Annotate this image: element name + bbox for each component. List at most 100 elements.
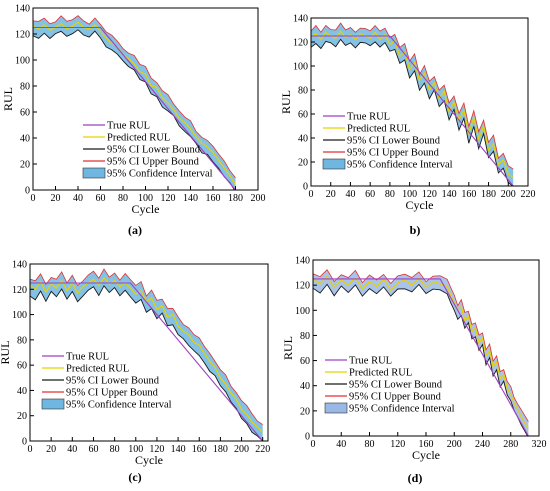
- x-tick-label: 80: [385, 189, 395, 200]
- x-tick-label: 180: [213, 444, 228, 455]
- legend-label: 95% CI Upper Bound: [107, 157, 200, 168]
- x-tick-label: 100: [402, 189, 417, 200]
- x-tick-label: 80: [118, 193, 128, 204]
- x-axis-label: Cycle: [406, 198, 434, 212]
- y-tick-label: 120: [12, 285, 27, 296]
- true-rul-line: [33, 26, 236, 190]
- y-tick-label: 120: [295, 281, 310, 292]
- x-tick-label: 120: [390, 439, 405, 450]
- x-tick-label: 40: [345, 189, 355, 200]
- x-tick-label: 180: [228, 193, 243, 204]
- legend-label: 95% CI Upper Bound: [349, 392, 442, 403]
- x-tick-label: 200: [447, 439, 462, 450]
- true-rul-line: [313, 278, 529, 436]
- legend-swatch: [324, 402, 348, 414]
- y-tick-label: 80: [300, 331, 310, 342]
- y-axis-label: RUL: [0, 341, 12, 365]
- ci-upper-line: [311, 22, 514, 170]
- ci-lower-line: [33, 29, 235, 190]
- y-tick-label: 40: [298, 134, 308, 145]
- y-tick-label: 100: [12, 310, 27, 321]
- ci-lower-line: [311, 38, 514, 186]
- legend-label: 95% CI Lower Bound: [347, 136, 441, 147]
- legend-label: 95% CI Upper Bound: [66, 388, 159, 399]
- x-tick-label: 60: [365, 189, 375, 200]
- x-tick-label: 20: [326, 189, 336, 200]
- y-tick-label: 60: [20, 108, 30, 119]
- legend-label: True RUL: [349, 356, 392, 367]
- legend-label: 95% Confidence Interval: [347, 160, 453, 171]
- y-tick-label: 60: [300, 356, 310, 367]
- x-tick-label: 100: [128, 444, 143, 455]
- legend-swatch: [322, 158, 346, 170]
- y-axis-label: RUL: [1, 87, 15, 111]
- legend-swatch: [82, 167, 106, 179]
- y-tick-label: 20: [17, 411, 27, 422]
- y-tick-label: 80: [17, 335, 27, 346]
- x-tick-label: 120: [149, 444, 164, 455]
- legend-label: True RUL: [347, 112, 390, 123]
- x-tick-label: 20: [46, 444, 56, 455]
- y-tick-label: 40: [300, 381, 310, 392]
- y-tick-label: 40: [17, 386, 27, 397]
- y-tick-label: 120: [293, 38, 308, 49]
- legend-label: True RUL: [66, 352, 109, 363]
- ci-upper-line: [33, 15, 236, 179]
- panel-label: (c): [128, 470, 141, 484]
- x-tick-label: 160: [419, 439, 434, 450]
- x-tick-label: 320: [532, 439, 547, 450]
- plot-area: [30, 268, 264, 441]
- y-tick-label: 60: [17, 361, 27, 372]
- y-tick-label: 0: [303, 182, 308, 193]
- y-tick-label: 140: [15, 4, 30, 15]
- y-tick-label: 100: [15, 56, 30, 67]
- x-axis-label: Cycle: [135, 453, 163, 467]
- plot-area: [33, 15, 237, 190]
- legend-label: Predicted RUL: [347, 124, 410, 135]
- y-tick-label: 0: [22, 437, 27, 448]
- x-tick-label: 280: [503, 439, 518, 450]
- y-tick-label: 140: [12, 260, 27, 271]
- x-tick-label: 220: [521, 189, 536, 200]
- x-tick-label: 140: [171, 444, 186, 455]
- x-tick-label: 20: [51, 193, 61, 204]
- legend-label: Predicted RUL: [107, 133, 170, 144]
- y-axis-label: RUL: [281, 336, 295, 360]
- panel-d: 0 40 80 120 160 200 240 280 320 0 20 40 60 80 100 120 14…: [281, 256, 547, 486]
- true-rul-line: [311, 35, 514, 186]
- true-rul-line: [30, 282, 264, 441]
- x-tick-label: 140: [442, 189, 457, 200]
- x-tick-label: 240: [475, 439, 490, 450]
- ci-upper-line: [313, 269, 529, 422]
- plot-area: [313, 269, 529, 436]
- x-tick-label: 200: [501, 189, 516, 200]
- x-tick-label: 120: [161, 193, 176, 204]
- legend-label: 95% Confidence Interval: [349, 404, 455, 415]
- legend-label: 95% CI Lower Bound: [66, 376, 160, 387]
- y-tick-label: 20: [300, 406, 310, 417]
- x-tick-label: 40: [336, 439, 346, 450]
- y-axis-label: RUL: [279, 90, 293, 114]
- x-tick-label: 200: [234, 444, 249, 455]
- y-tick-label: 80: [20, 82, 30, 93]
- y-tick-label: 0: [305, 432, 310, 443]
- confidence-interval-band: [311, 23, 514, 186]
- x-tick-label: 220: [255, 444, 270, 455]
- x-tick-label: 200: [251, 193, 266, 204]
- y-tick-label: 140: [295, 256, 310, 267]
- x-tick-label: 0: [311, 439, 316, 450]
- x-tick-label: 0: [28, 444, 33, 455]
- x-axis-label: Cycle: [132, 202, 160, 216]
- legend-swatch: [41, 398, 65, 410]
- x-tick-label: 40: [73, 193, 83, 204]
- plot-frame: [29, 263, 269, 442]
- x-tick-label: 60: [96, 193, 106, 204]
- y-tick-label: 60: [298, 110, 308, 121]
- y-tick-label: 140: [293, 14, 308, 25]
- x-tick-label: 140: [183, 193, 198, 204]
- x-tick-label: 160: [461, 189, 476, 200]
- legend-label: True RUL: [107, 121, 150, 132]
- legend-label: Predicted RUL: [349, 368, 412, 379]
- confidence-interval-band: [33, 15, 236, 190]
